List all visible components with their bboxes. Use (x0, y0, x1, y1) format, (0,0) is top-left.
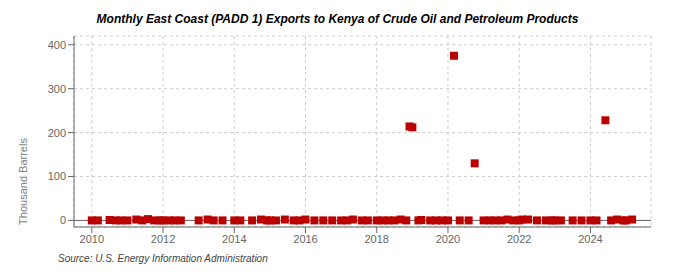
svg-text:2016: 2016 (293, 233, 317, 245)
svg-text:2024: 2024 (578, 233, 602, 245)
svg-text:300: 300 (48, 83, 66, 95)
svg-text:2014: 2014 (222, 233, 246, 245)
svg-text:100: 100 (48, 170, 66, 182)
html-text:Monthly East Coast (PADD 1) Ex: Monthly East Coast (PADD 1) Exports to K… (96, 12, 579, 26)
svg-text:400: 400 (48, 39, 66, 51)
svg-text:2010: 2010 (80, 233, 104, 245)
svg-text:2020: 2020 (436, 233, 460, 245)
svg-text:2022: 2022 (507, 233, 531, 245)
svg-text:0: 0 (60, 214, 66, 226)
html-text:Source: U.S. Energy Informatio: Source: U.S. Energy Information Administ… (58, 253, 268, 264)
svg-text:Thousand Barrels: Thousand Barrels (17, 138, 29, 225)
svg-text:2012: 2012 (151, 233, 175, 245)
svg-text:200: 200 (48, 127, 66, 139)
svg-text:2018: 2018 (365, 233, 389, 245)
